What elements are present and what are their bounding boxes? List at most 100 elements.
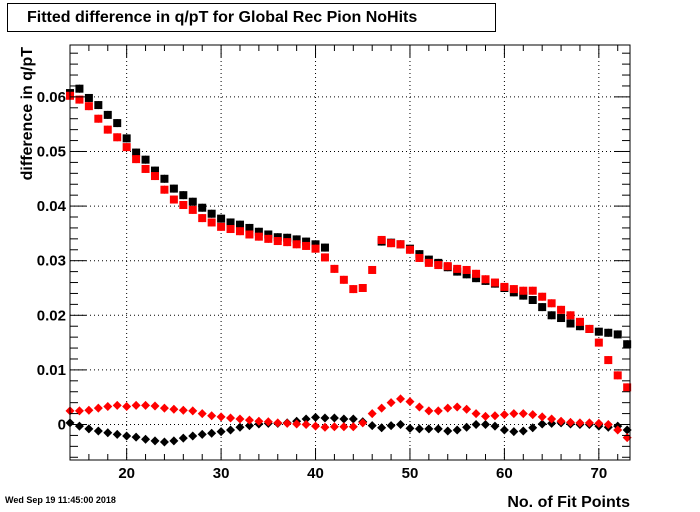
series-3-point-22 <box>273 418 283 428</box>
series-2-point-36 <box>405 423 415 433</box>
plot-frame <box>69 44 631 461</box>
series-2-point-7 <box>131 432 141 442</box>
series-1-point-12 <box>179 200 188 209</box>
series-3-point-35 <box>396 394 406 404</box>
series-0-point-5 <box>113 119 122 128</box>
series-3-point-56 <box>594 418 604 428</box>
series-3-point-4 <box>103 401 113 411</box>
series-0-point-19 <box>245 223 254 232</box>
series-2-point-40 <box>443 426 453 436</box>
series-1-point-50 <box>538 292 547 301</box>
series-2-point-19 <box>244 421 254 431</box>
series-1-point-15 <box>207 218 216 227</box>
series-1-point-30 <box>349 285 358 294</box>
series-0-point-2 <box>84 93 93 102</box>
x-axis-title: No. of Fit Points <box>507 494 630 511</box>
series-1-point-36 <box>405 245 414 254</box>
series-2-point-44 <box>481 420 491 430</box>
series-0-point-14 <box>198 203 207 212</box>
series-1-point-40 <box>443 262 452 271</box>
series-3-point-8 <box>141 400 151 410</box>
series-1-point-10 <box>160 185 169 194</box>
series-1-point-44 <box>481 275 490 284</box>
series-1-point-23 <box>283 238 292 247</box>
series-0-point-51 <box>547 311 556 320</box>
series-0-point-20 <box>254 227 263 236</box>
series-3-point-42 <box>462 404 472 414</box>
series-3-point-9 <box>150 401 160 411</box>
series-1-point-4 <box>103 125 112 134</box>
series-2-point-4 <box>103 428 113 438</box>
series-3-point-17 <box>226 413 236 423</box>
series-1-point-49 <box>528 286 537 295</box>
series-2-point-2 <box>84 424 94 434</box>
series-3-point-34 <box>386 398 396 408</box>
timestamp: Wed Sep 19 11:45:00 2018 <box>5 495 116 505</box>
y-tick-label-1: 0.01 <box>37 362 66 379</box>
grid-lines <box>70 45 630 460</box>
series-1-point-35 <box>396 240 405 249</box>
chart-title: Fitted difference in q/pT for Global Rec… <box>7 3 496 32</box>
series-2-point-41 <box>452 425 462 435</box>
series-3-point-57 <box>603 420 613 430</box>
series-2-point-13 <box>188 431 198 441</box>
series-0-point-49 <box>528 296 537 305</box>
series-0-point-9 <box>150 166 159 175</box>
series-0-point-56 <box>594 327 603 336</box>
series-0-point-23 <box>283 233 292 242</box>
series-1-point-24 <box>292 240 301 249</box>
y-axis-title: difference in q/pT <box>19 47 36 181</box>
series-3-point-27 <box>320 422 330 432</box>
series-2-point-50 <box>537 419 547 429</box>
series-0-point-10 <box>160 174 169 183</box>
series-3-point-53 <box>566 417 576 427</box>
series-1-point-52 <box>557 305 566 314</box>
series-0-point-43 <box>472 274 481 283</box>
series-3-point-2 <box>84 405 94 415</box>
series-1-point-1 <box>75 95 84 104</box>
series-3-point-3 <box>93 403 103 413</box>
series-0-point-3 <box>94 101 103 110</box>
series-3-point-5 <box>112 400 122 410</box>
series-1-point-6 <box>122 143 131 152</box>
series-1-point-33 <box>377 235 386 244</box>
series-1-point-16 <box>217 222 226 231</box>
series-3-point-23 <box>282 418 292 428</box>
series-3-point-16 <box>216 412 226 422</box>
series-1-point-31 <box>358 283 367 292</box>
series-3-point-32 <box>367 409 377 419</box>
series-0-point-8 <box>141 155 150 164</box>
series-2-point-18 <box>235 422 245 432</box>
series-1-point-59 <box>623 383 632 392</box>
series-1-point-17 <box>226 225 235 234</box>
series-3-point-54 <box>575 418 585 428</box>
series-3-point-26 <box>311 421 321 431</box>
series-2-point-49 <box>528 423 538 433</box>
series-3-point-10 <box>159 403 169 413</box>
series-3-point-7 <box>131 400 141 410</box>
series-0-point-26 <box>311 240 320 249</box>
series-0-point-58 <box>613 330 622 339</box>
series-0-point-13 <box>188 197 197 206</box>
series-1-point-54 <box>575 317 584 326</box>
series-2-point-29 <box>339 414 349 424</box>
series-1-point-57 <box>604 356 613 365</box>
series-1-point-55 <box>585 324 594 333</box>
series-3-point-50 <box>537 412 547 422</box>
series-3-point-25 <box>301 420 311 430</box>
series-1-point-51 <box>547 299 556 308</box>
series-0-point-21 <box>264 230 273 239</box>
series-0-point-18 <box>235 220 244 229</box>
series-1-point-11 <box>169 195 178 204</box>
series-1-point-18 <box>235 227 244 236</box>
series-3-point-33 <box>377 403 387 413</box>
series-1-point-19 <box>245 230 254 239</box>
series-2-point-10 <box>159 437 169 447</box>
series-3-point-6 <box>122 401 132 411</box>
series-2-point-37 <box>414 424 424 434</box>
series-1-point-53 <box>566 311 575 320</box>
series-1-point-46 <box>500 282 509 291</box>
series-2-point-6 <box>122 431 132 441</box>
series-1-point-34 <box>387 239 396 248</box>
